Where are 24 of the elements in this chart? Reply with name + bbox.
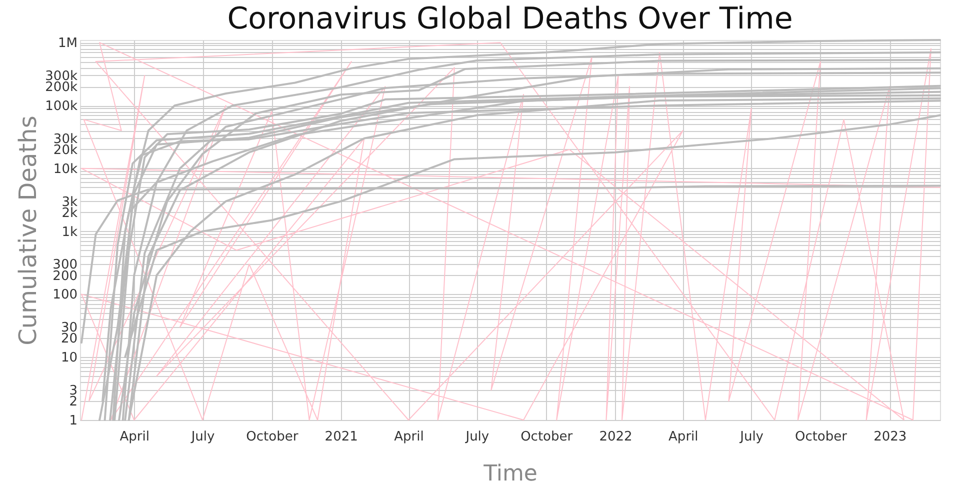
y-tick-label: 10: [60, 350, 78, 366]
y-tick-label: 100: [52, 288, 78, 303]
x-tick-label: July: [190, 430, 216, 444]
chart-title: Coronavirus Global Deaths Over Time: [227, 2, 793, 37]
x-axis-title: Time: [482, 462, 538, 486]
x-tick-label: July: [739, 430, 764, 444]
x-tick-label: October: [794, 430, 848, 444]
y-axis-title: Cumulative Deaths: [14, 116, 42, 346]
x-tick-label: October: [246, 430, 299, 444]
x-tick-label: April: [120, 430, 150, 444]
x-tick-label: April: [394, 430, 424, 444]
y-tick-label: 2: [69, 394, 78, 410]
y-tick-label: 10k: [53, 162, 78, 177]
x-tick-label: 2022: [599, 430, 632, 444]
x-tick-label: 2023: [874, 430, 907, 444]
y-tick-label: 200: [52, 268, 78, 284]
x-tick-label: April: [668, 430, 698, 444]
y-tick-label: 1: [69, 414, 78, 428]
y-tick-label: 1k: [62, 224, 78, 240]
x-tick-label: October: [520, 430, 574, 444]
y-tick-label: 1M: [58, 36, 78, 52]
x-tick-label: July: [464, 430, 490, 444]
x-tick-label: 2021: [324, 430, 358, 444]
y-tick-label: 100k: [45, 99, 78, 114]
